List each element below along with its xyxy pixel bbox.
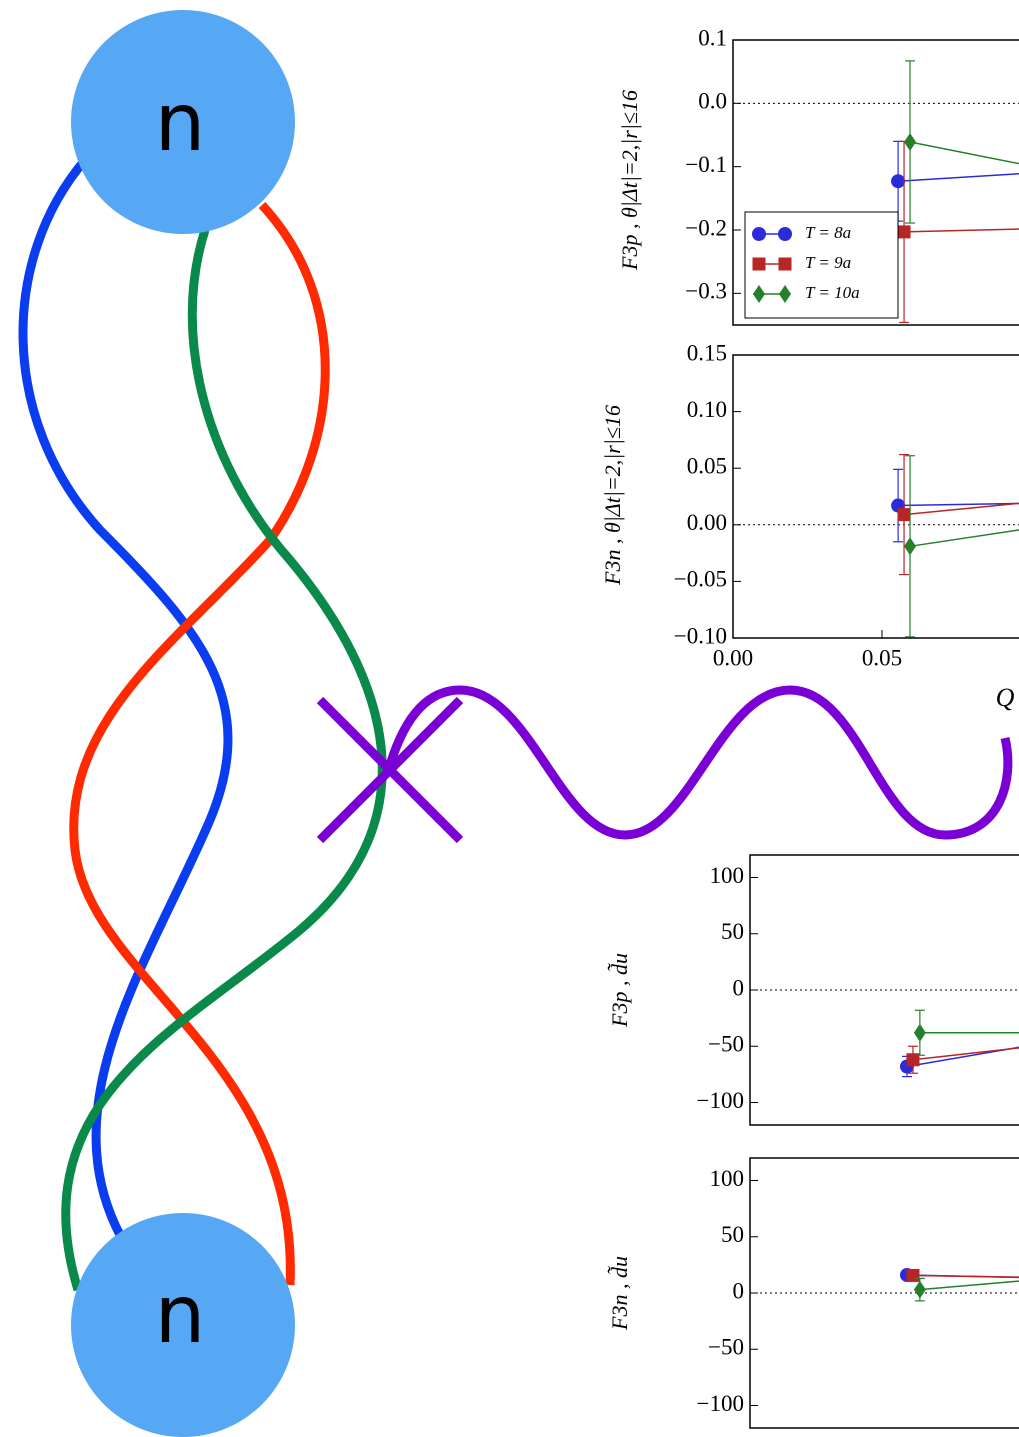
chart-panel: 100 50 0 −50 −100 F3n , d̃u [607,1158,1019,1428]
marker [779,258,792,271]
y-axis-label: F3n , θ|Δt|=2,|r|≤16 [600,405,625,586]
series-line [920,1277,1019,1289]
marker [898,508,911,521]
marker [904,537,916,555]
y-axis-label: F3p , θ|Δt|=2,|r|≤16 [617,90,642,271]
y-tick-label: 0.00 [687,510,727,535]
series-line [913,1275,1019,1277]
y-tick-label: 0 [733,1278,745,1303]
photon-line [390,690,1008,835]
series-line [910,528,1019,546]
y-tick-label: −50 [708,1032,744,1057]
marker [914,1024,926,1042]
marker [891,174,905,188]
series-line [913,1043,1019,1060]
y-tick-label: 0.10 [687,397,727,422]
marker [906,1269,919,1282]
y-axis-label: F3n , d̃u [607,1256,632,1331]
plot-frame [733,355,1019,638]
figure: n n 0.1 0.0 −0.1 −0.2 −0.3 F3p , θ|Δt|=2,|r|≤… [0,0,1019,1437]
x-tick-label: 0.05 [862,645,902,670]
y-tick-label: 0.15 [687,340,727,365]
marker [753,258,766,271]
legend: T = 8a T = 9a T = 10a [745,212,898,318]
marker [778,227,792,241]
series-line [910,142,1019,166]
y-tick-label: −50 [708,1335,744,1360]
y-tick-label: 0.1 [698,25,727,50]
chart-panel: 0.1 0.0 −0.1 −0.2 −0.3 F3p , θ|Δt|=2,|r|≤16 T … [617,25,1019,325]
legend-label: T = 9a [805,253,851,272]
series-line [898,173,1019,181]
marker [914,1281,926,1299]
marker [904,133,916,151]
marker [898,225,911,238]
y-tick-label: 50 [721,1222,744,1247]
y-tick-label: −0.2 [685,215,727,240]
y-axis-label: F3p , d̃u [607,953,632,1028]
legend-label: T = 8a [805,223,851,242]
x-axis-label: Q [996,683,1015,712]
series-line [907,1040,1019,1067]
y-tick-label: 100 [710,1166,745,1191]
y-tick-label: 0.0 [698,89,727,114]
y-tick-label: −0.1 [685,152,727,177]
legend-label: T = 10a [805,283,860,302]
chart-panel: 100 50 0 −50 −100 F3p , d̃u [607,855,1019,1125]
series-line [904,229,1019,232]
y-tick-label: 0 [733,975,745,1000]
y-tick-label: −0.3 [685,279,727,304]
marker [752,227,766,241]
y-tick-label: −100 [697,1391,744,1416]
y-tick-label: 0.05 [687,453,727,478]
nucleon-label: n [155,1268,206,1361]
y-tick-label: −0.05 [674,567,727,592]
y-tick-label: 100 [710,863,745,888]
y-tick-label: −100 [697,1088,744,1113]
y-tick-label: 50 [721,919,744,944]
x-tick-label: 0.00 [713,645,753,670]
nucleon-label: n [155,76,206,169]
